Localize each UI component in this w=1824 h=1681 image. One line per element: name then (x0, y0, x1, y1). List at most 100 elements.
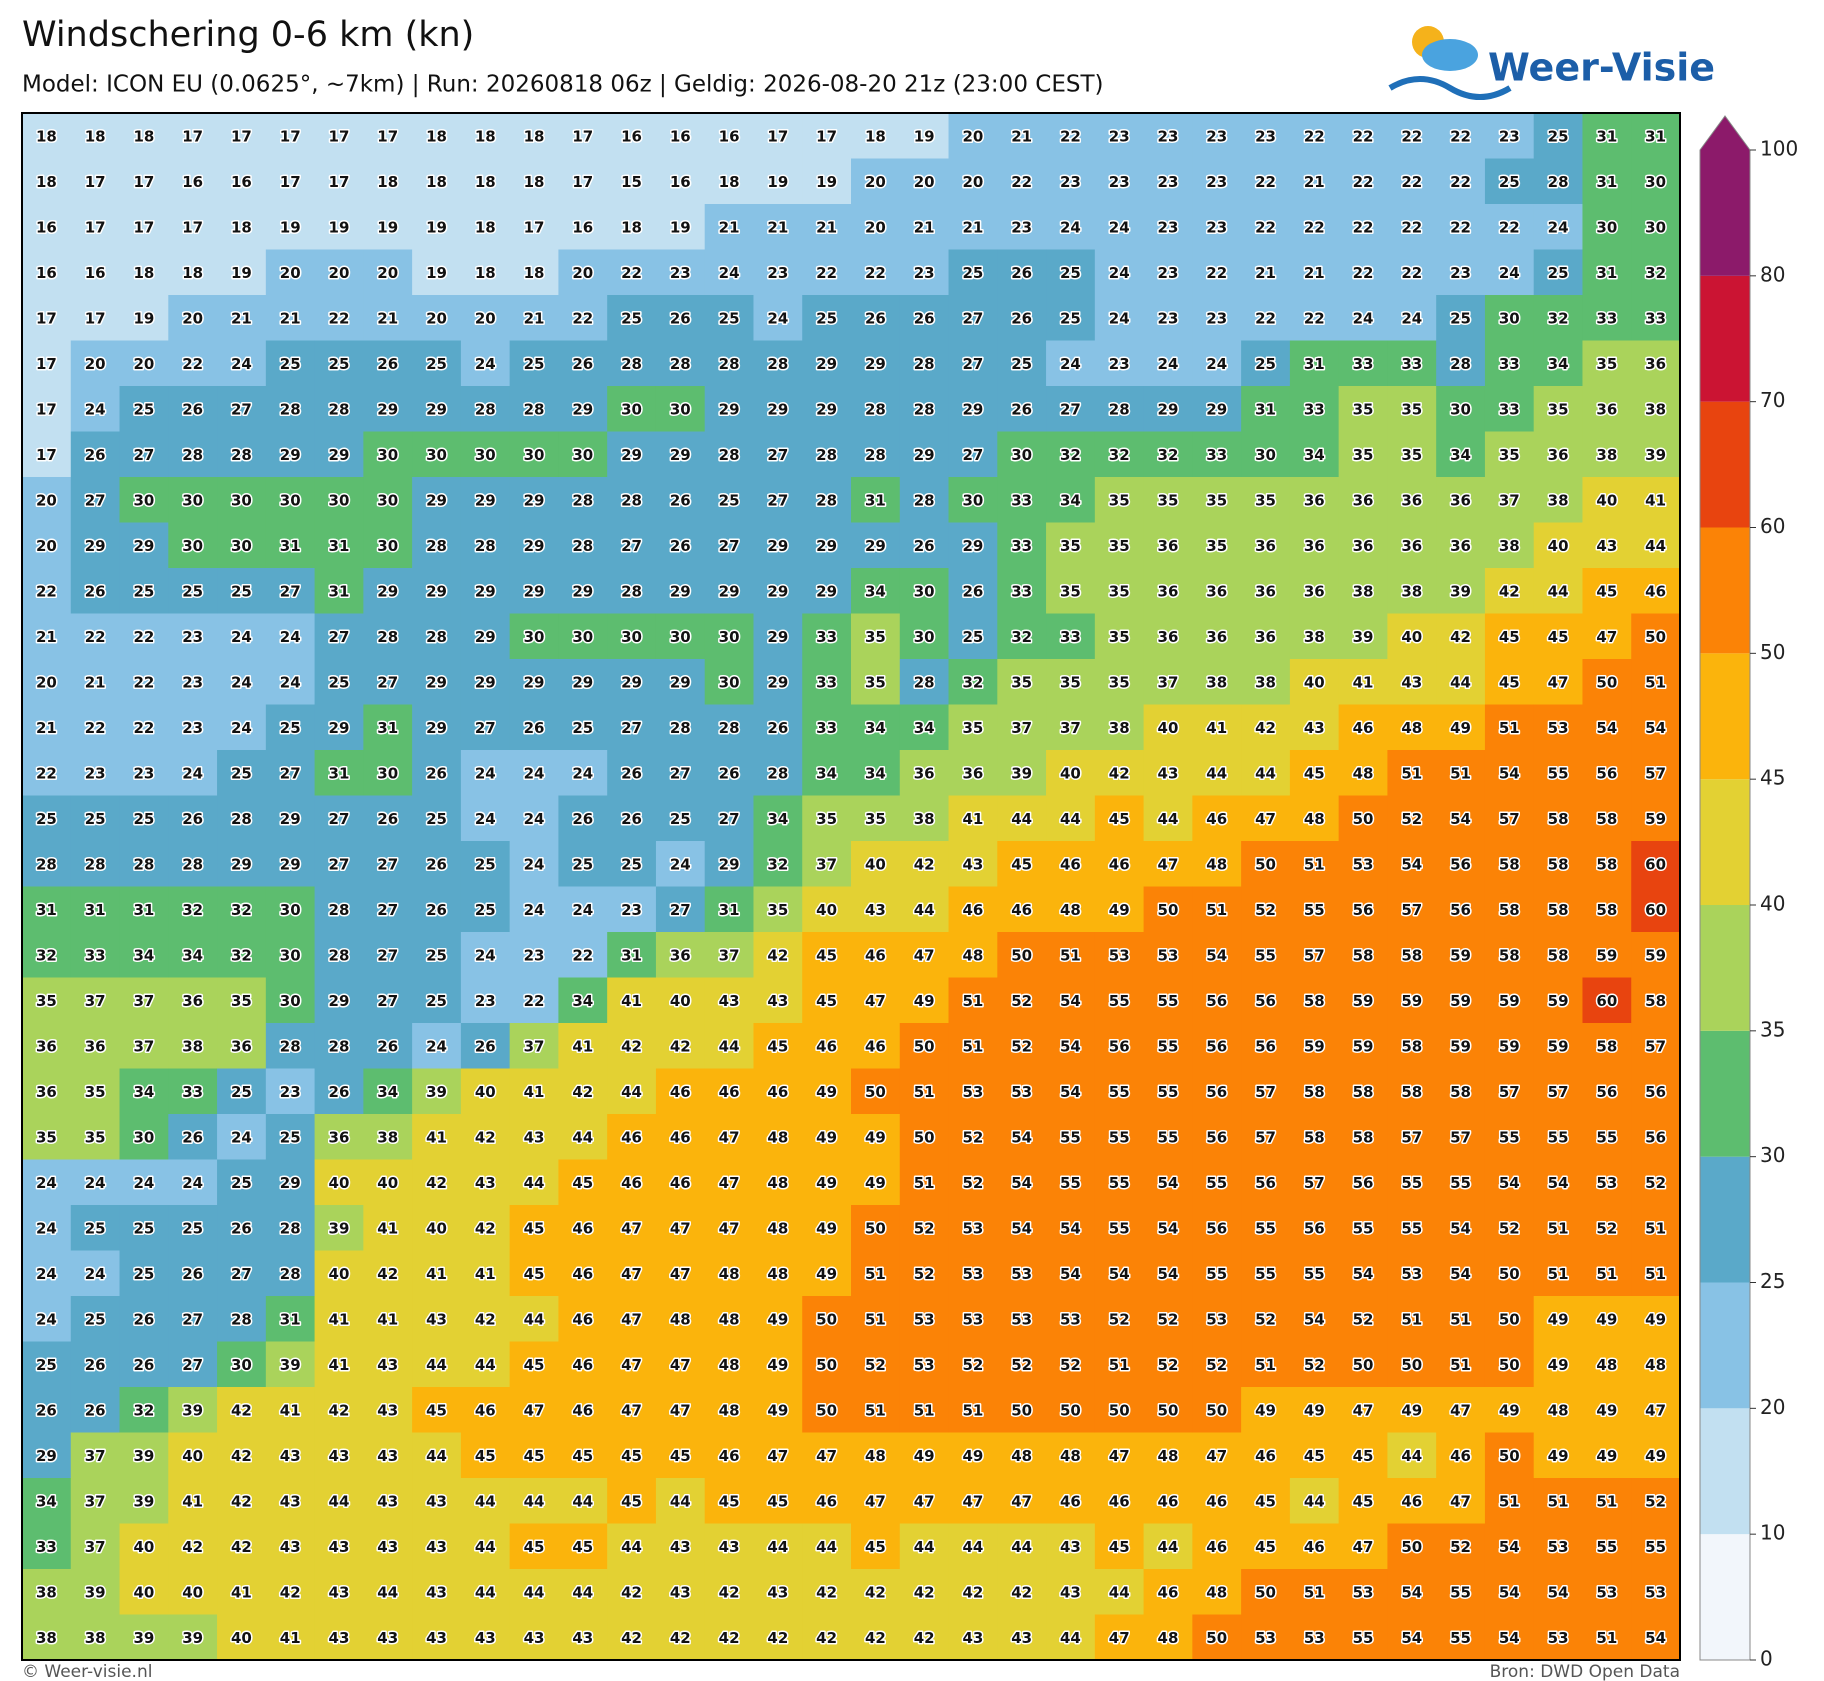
shear-value: 26 (1011, 400, 1032, 418)
shear-value: 35 (1499, 446, 1520, 464)
shear-value: 53 (1548, 1538, 1569, 1556)
shear-value: 56 (1353, 901, 1374, 919)
shear-value: 38 (377, 1128, 398, 1146)
shear-value: 52 (1158, 1310, 1179, 1328)
shear-value: 60 (1645, 901, 1666, 919)
shear-value: 27 (329, 855, 350, 873)
shear-cell (168, 204, 218, 251)
shear-cell (1046, 295, 1096, 342)
shear-value: 44 (475, 1538, 496, 1556)
shear-cell (607, 431, 657, 478)
shear-value: 35 (1060, 537, 1081, 555)
shear-value: 50 (1596, 673, 1617, 691)
shear-cell (851, 386, 901, 433)
shear-cell (851, 1205, 901, 1252)
shear-cell (168, 886, 218, 933)
shear-cell (1143, 1068, 1193, 1115)
shear-value: 33 (1645, 309, 1666, 327)
shear-cell (168, 249, 218, 296)
shear-value: 47 (1353, 1401, 1374, 1419)
shear-cell (265, 1205, 316, 1252)
shear-value: 33 (36, 1538, 57, 1556)
shear-cell (509, 613, 560, 660)
shear-value: 31 (377, 719, 398, 737)
shear-value: 54 (1499, 764, 1520, 782)
shear-value: 40 (865, 855, 886, 873)
shear-value: 47 (962, 1492, 983, 1510)
shear-value: 51 (962, 992, 983, 1010)
shear-cell (363, 295, 413, 342)
shear-cell (851, 249, 901, 296)
shear-cell (1143, 1114, 1193, 1161)
shear-cell (1533, 841, 1584, 888)
shear-value: 55 (1450, 1174, 1471, 1192)
shear-cell (802, 1614, 852, 1661)
shear-value: 26 (475, 1037, 496, 1055)
shear-cell (1192, 613, 1242, 660)
shear-value: 50 (1499, 1356, 1520, 1374)
shear-value: 40 (1060, 764, 1081, 782)
shear-value: 17 (85, 173, 106, 191)
shear-value: 44 (1206, 764, 1227, 782)
shear-value: 46 (572, 1219, 593, 1237)
shear-cell (217, 431, 267, 478)
shear-value: 53 (914, 1310, 935, 1328)
shear-cell (1338, 249, 1389, 296)
shear-cell (802, 431, 852, 478)
shear-cell (1046, 977, 1096, 1024)
shear-cell (753, 1523, 803, 1570)
shear-cell (168, 158, 218, 205)
shear-value: 36 (1255, 537, 1276, 555)
shear-value: 29 (767, 628, 788, 646)
shear-cell (558, 795, 608, 842)
shear-cell (1387, 386, 1437, 433)
shear-value: 27 (962, 355, 983, 373)
shear-cell (1387, 249, 1437, 296)
shear-value: 54 (1548, 1174, 1569, 1192)
shear-cell (1436, 1068, 1486, 1115)
shear-value: 23 (1158, 218, 1179, 236)
shear-value: 55 (1548, 1128, 1569, 1146)
shear-value: 27 (280, 582, 301, 600)
shear-cell (70, 659, 121, 706)
shear-value: 50 (1255, 855, 1276, 873)
shear-cell (1387, 113, 1437, 160)
shear-value: 16 (572, 218, 593, 236)
shear-cell (168, 795, 218, 842)
shear-cell (460, 1250, 511, 1297)
shear-cell (509, 1569, 560, 1616)
shear-cell (1484, 522, 1535, 569)
shear-cell (460, 932, 511, 979)
shear-cell (948, 1159, 998, 1206)
shear-cell (1046, 1114, 1096, 1161)
shear-value: 22 (524, 992, 545, 1010)
colorbar-segment (1700, 1156, 1750, 1283)
shear-value: 45 (1109, 810, 1130, 828)
shear-value: 51 (914, 1083, 935, 1101)
shear-value: 22 (36, 582, 57, 600)
shear-value: 50 (1499, 1265, 1520, 1283)
shear-value: 33 (1011, 491, 1032, 509)
shear-value: 52 (1596, 1219, 1617, 1237)
shear-value: 52 (1060, 1356, 1081, 1374)
shear-cell (1387, 568, 1437, 615)
shear-cell (1192, 841, 1242, 888)
shear-value: 28 (914, 400, 935, 418)
shear-cell (558, 204, 608, 251)
shear-cell (802, 1387, 852, 1434)
shear-value: 40 (231, 1629, 252, 1647)
shear-value: 47 (524, 1401, 545, 1419)
shear-value: 36 (1158, 582, 1179, 600)
shear-cell (460, 431, 511, 478)
shear-value: 25 (719, 309, 740, 327)
shear-value: 42 (621, 1629, 642, 1647)
shear-cell (1484, 1250, 1535, 1297)
shear-cell (753, 750, 803, 797)
shear-value: 22 (1353, 264, 1374, 282)
shear-value: 36 (85, 1037, 106, 1055)
shear-value: 29 (767, 673, 788, 691)
shear-value: 28 (621, 355, 642, 373)
shear-cell (899, 613, 950, 660)
map: 18 18 18 17 17 17 17 17 18 18 18 17 16 16 16 17 17 18 19 20… (22, 113, 1681, 1661)
shear-cell (1436, 431, 1486, 478)
